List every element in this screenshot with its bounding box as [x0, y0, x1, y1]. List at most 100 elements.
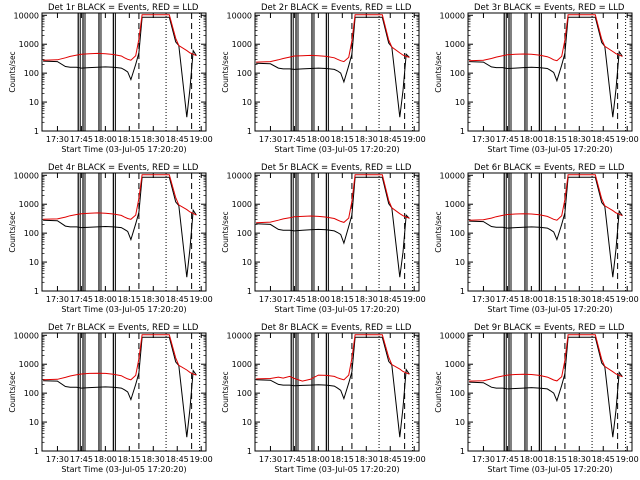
y-tick-label: 1: [34, 287, 39, 296]
x-tick-label: 18:15: [544, 135, 567, 144]
x-tick-label: 18:45: [379, 455, 402, 464]
x-tick-label: 18:45: [166, 295, 189, 304]
events-series-line: [43, 336, 197, 438]
panel-title: Det 1r BLACK = Events, RED = LLD: [48, 3, 199, 13]
events-series-line: [256, 336, 410, 438]
x-axis-label: Start Time (03-Jul-05 17:20:20): [274, 145, 399, 154]
y-tick-label: 1000: [232, 200, 252, 209]
x-tick-label: 19:00: [190, 135, 213, 144]
x-tick-label: 18:15: [331, 455, 354, 464]
plot-frame: [41, 332, 207, 452]
y-axis-label: Counts/sec: [221, 211, 230, 252]
y-axis-label: Counts/sec: [434, 51, 443, 92]
y-tick-label: 10: [242, 258, 252, 267]
x-tick-label: 18:15: [331, 295, 354, 304]
detector-panel: Det 6r BLACK = Events, RED = LLD 1 10 100 10…: [434, 163, 639, 314]
x-tick-label: 19:00: [616, 295, 639, 304]
events-series-line: [43, 176, 197, 278]
x-axis-label: Start Time (03-Jul-05 17:20:20): [487, 465, 612, 474]
y-tick-label: 100: [237, 69, 252, 78]
x-tick-label: 18:30: [142, 295, 165, 304]
x-axis-label: Start Time (03-Jul-05 17:20:20): [61, 305, 186, 314]
x-tick-label: 18:30: [355, 295, 378, 304]
x-tick-label: 18:00: [94, 455, 117, 464]
x-tick-label: 18:00: [94, 295, 117, 304]
panel-title: Det 8r BLACK = Events, RED = LLD: [261, 323, 412, 333]
y-tick-label: 10000: [14, 11, 39, 20]
plot-frame: [254, 332, 420, 452]
y-tick-label: 1: [460, 127, 465, 136]
x-tick-label: 17:45: [70, 455, 93, 464]
y-tick-label: 1: [460, 447, 465, 456]
events-series-line: [256, 176, 410, 278]
y-tick-label: 1: [247, 447, 252, 456]
x-tick-label: 18:00: [307, 135, 330, 144]
x-tick-label: 17:45: [283, 455, 306, 464]
lld-series-line: [469, 334, 623, 382]
x-tick-label: 19:00: [403, 295, 426, 304]
y-tick-label: 10000: [440, 11, 465, 20]
plot-frame: [467, 12, 633, 132]
x-tick-label: 18:00: [94, 135, 117, 144]
x-axis-label: Start Time (03-Jul-05 17:20:20): [61, 145, 186, 154]
lld-series-line: [256, 174, 410, 224]
y-tick-label: 10: [455, 258, 465, 267]
x-tick-label: 18:30: [568, 455, 591, 464]
x-tick-label: 17:45: [496, 135, 519, 144]
x-tick-label: 18:00: [307, 455, 330, 464]
y-tick-label: 1000: [232, 40, 252, 49]
y-axis-label: Counts/sec: [221, 51, 230, 92]
x-tick-label: 17:30: [472, 455, 495, 464]
x-tick-label: 18:00: [520, 455, 543, 464]
x-tick-label: 17:30: [259, 295, 282, 304]
y-tick-label: 10000: [14, 331, 39, 340]
plot-frame: [254, 12, 420, 132]
y-tick-label: 100: [450, 69, 465, 78]
y-tick-label: 100: [450, 389, 465, 398]
detector-panel: Det 5r BLACK = Events, RED = LLD 1 10 100 10…: [221, 163, 426, 314]
panel-title: Det 9r BLACK = Events, RED = LLD: [474, 323, 625, 333]
x-tick-label: 18:15: [331, 135, 354, 144]
x-axis-label: Start Time (03-Jul-05 17:20:20): [487, 145, 612, 154]
events-series-line: [256, 16, 410, 118]
events-series-line: [469, 336, 623, 438]
y-axis-label: Counts/sec: [8, 51, 17, 92]
detector-panel: Det 7r BLACK = Events, RED = LLD 1 10 100 10…: [8, 323, 213, 474]
y-tick-label: 1: [247, 287, 252, 296]
x-tick-label: 18:00: [520, 135, 543, 144]
x-tick-label: 18:15: [544, 295, 567, 304]
y-tick-label: 1000: [445, 360, 465, 369]
y-tick-label: 1: [247, 127, 252, 136]
y-axis-label: Counts/sec: [434, 371, 443, 412]
panel-title: Det 4r BLACK = Events, RED = LLD: [48, 163, 199, 173]
detector-panel: Det 3r BLACK = Events, RED = LLD 1 10 100 10…: [434, 3, 639, 154]
x-tick-label: 18:45: [592, 295, 615, 304]
plot-frame: [467, 172, 633, 292]
y-tick-label: 1000: [19, 360, 39, 369]
x-tick-label: 17:30: [46, 295, 69, 304]
panel-title: Det 3r BLACK = Events, RED = LLD: [474, 3, 625, 13]
lld-series-line: [469, 174, 623, 221]
detector-panel: Det 4r BLACK = Events, RED = LLD 1 10 100 10…: [8, 163, 213, 314]
detector-panel: Det 1r BLACK = Events, RED = LLD 1 10 100 10…: [8, 3, 213, 154]
lld-series-line: [43, 174, 197, 220]
y-tick-label: 100: [237, 229, 252, 238]
x-tick-label: 17:30: [46, 135, 69, 144]
x-tick-label: 17:30: [259, 135, 282, 144]
y-tick-label: 10: [29, 418, 39, 427]
detector-panel: Det 8r BLACK = Events, RED = LLD 1 10 100 10…: [221, 323, 426, 474]
y-tick-label: 10000: [440, 331, 465, 340]
x-tick-label: 18:00: [307, 295, 330, 304]
x-tick-label: 17:45: [496, 295, 519, 304]
panel-title: Det 2r BLACK = Events, RED = LLD: [261, 3, 412, 13]
x-tick-label: 18:15: [118, 295, 141, 304]
x-tick-label: 18:30: [568, 295, 591, 304]
panel-title: Det 7r BLACK = Events, RED = LLD: [48, 323, 199, 333]
y-axis-label: Counts/sec: [8, 211, 17, 252]
x-tick-label: 17:45: [283, 135, 306, 144]
x-tick-label: 18:45: [379, 135, 402, 144]
events-series-line: [43, 16, 197, 118]
lld-series-line: [256, 334, 410, 382]
x-tick-label: 17:45: [283, 295, 306, 304]
